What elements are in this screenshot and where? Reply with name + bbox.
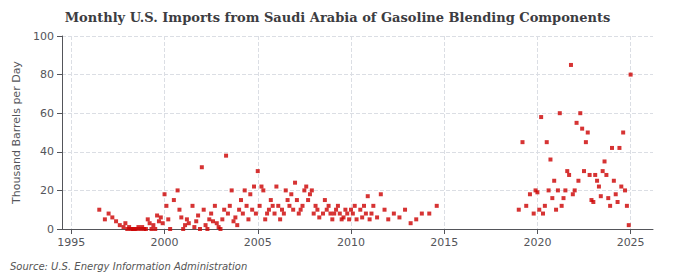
svg-text:Monthly U.S. Imports from Saud: Monthly U.S. Imports from Saudi Arabia o…	[65, 10, 611, 25]
svg-text:20: 20	[40, 184, 54, 197]
svg-text:100: 100	[33, 30, 54, 43]
svg-text:1995: 1995	[57, 236, 85, 249]
svg-text:2000: 2000	[151, 236, 179, 249]
svg-text:60: 60	[40, 107, 54, 120]
svg-text:2015: 2015	[430, 236, 458, 249]
svg-text:2010: 2010	[337, 236, 365, 249]
svg-text:0: 0	[47, 223, 54, 236]
svg-text:Thousand Barrels per Day: Thousand Barrels per Day	[10, 61, 23, 205]
svg-text:40: 40	[40, 145, 54, 158]
svg-text:2025: 2025	[617, 236, 645, 249]
svg-text:2020: 2020	[523, 236, 551, 249]
svg-text:2005: 2005	[244, 236, 272, 249]
svg-text:80: 80	[40, 68, 54, 81]
svg-text:Source: U.S. Energy Informatio: Source: U.S. Energy Information Administ…	[10, 261, 247, 272]
